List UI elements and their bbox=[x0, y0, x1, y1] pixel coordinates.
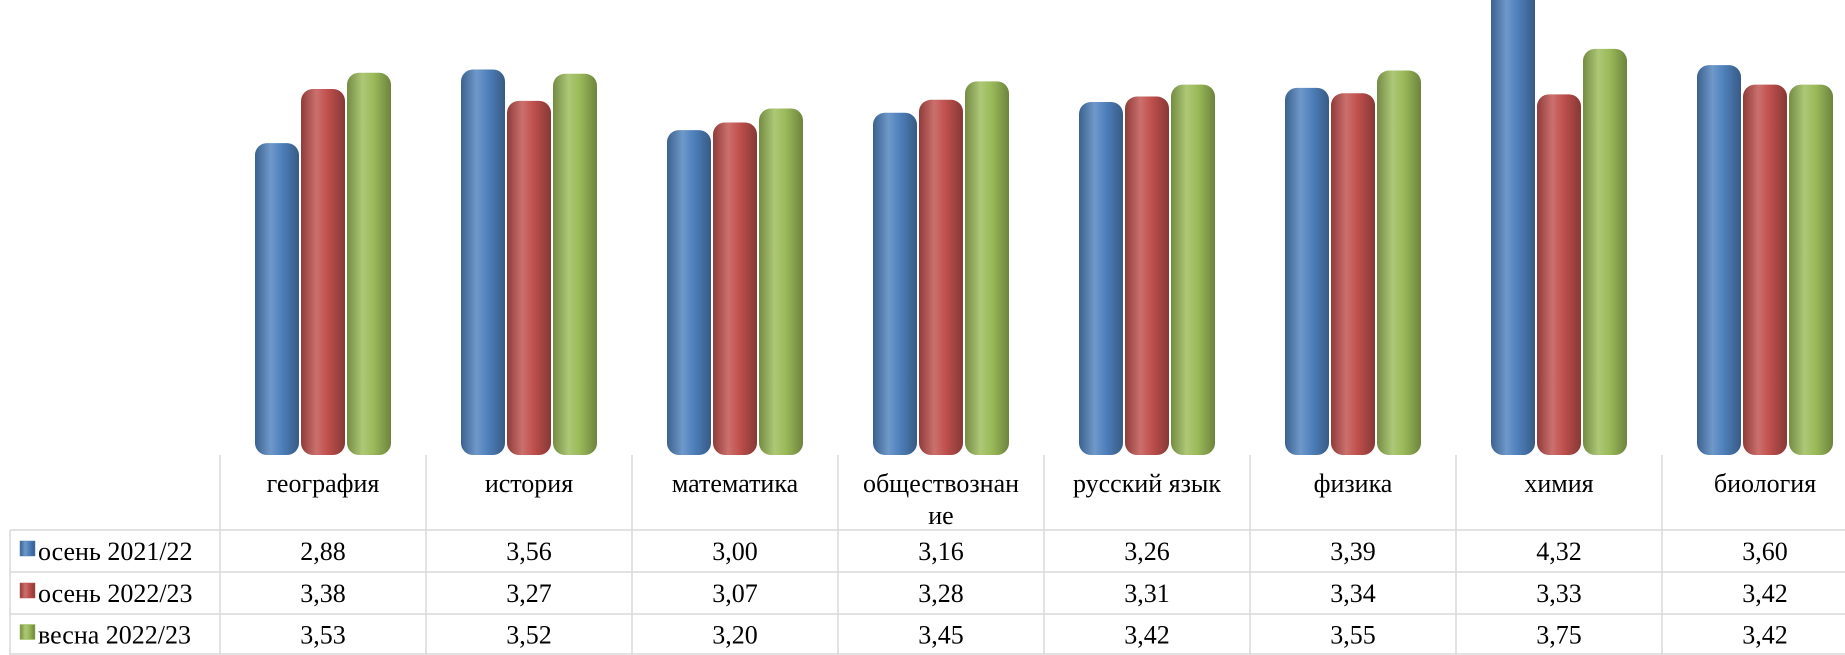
category-label-6-line-1: физика bbox=[1314, 469, 1393, 498]
bar-2-5 bbox=[1125, 96, 1169, 455]
bar-2-4 bbox=[919, 99, 963, 455]
data-label-2-8: 3,42 bbox=[1742, 579, 1788, 608]
bar-3-5 bbox=[1171, 84, 1215, 455]
category-label-7-line-1: химия bbox=[1524, 469, 1593, 498]
data-label-1-6: 3,39 bbox=[1330, 537, 1376, 566]
series-name-3: весна 2022/23 bbox=[38, 621, 191, 650]
bar-3-8 bbox=[1789, 84, 1833, 455]
data-label-3-2: 3,52 bbox=[506, 621, 552, 650]
data-label-2-4: 3,28 bbox=[918, 579, 964, 608]
data-label-1-2: 3,56 bbox=[506, 537, 552, 566]
data-label-3-7: 3,75 bbox=[1536, 621, 1582, 650]
legend-key-1 bbox=[19, 540, 36, 557]
data-label-3-3: 3,20 bbox=[712, 621, 758, 650]
bar-1-4 bbox=[873, 112, 917, 455]
bar-2-7 bbox=[1537, 94, 1581, 456]
category-label-4-line-1: обществознан bbox=[863, 469, 1019, 498]
data-label-1-1: 2,88 bbox=[300, 537, 346, 566]
data-label-3-8: 3,42 bbox=[1742, 621, 1788, 650]
bar-2-6 bbox=[1331, 93, 1375, 455]
data-label-3-6: 3,55 bbox=[1330, 621, 1376, 650]
category-label-5-line-1: русский язык bbox=[1073, 469, 1221, 498]
data-label-2-6: 3,34 bbox=[1330, 579, 1376, 608]
bar-1-5 bbox=[1079, 101, 1123, 455]
category-label-2-line-1: история bbox=[485, 469, 573, 498]
bar-2-3 bbox=[713, 122, 757, 456]
data-label-2-3: 3,07 bbox=[712, 579, 758, 608]
series-name-1: осень 2021/22 bbox=[38, 537, 193, 566]
category-label-8-line-1: биология bbox=[1714, 469, 1816, 498]
bar-1-1 bbox=[255, 143, 299, 455]
bar-1-8 bbox=[1697, 65, 1741, 456]
bar-3-1 bbox=[347, 72, 391, 456]
data-label-1-5: 3,26 bbox=[1124, 537, 1170, 566]
data-label-1-3: 3,00 bbox=[712, 537, 758, 566]
bar-2-8 bbox=[1743, 84, 1787, 455]
bar-3-2 bbox=[553, 73, 597, 455]
bar-3-4 bbox=[965, 81, 1009, 456]
data-label-2-1: 3,38 bbox=[300, 579, 346, 608]
data-table: география история математика обществознан ие… bbox=[9, 455, 1845, 655]
data-label-1-4: 3,16 bbox=[918, 537, 964, 566]
data-label-2-7: 3,33 bbox=[1536, 579, 1582, 608]
data-label-1-8: 3,60 bbox=[1742, 537, 1788, 566]
category-label-1-line-1: география bbox=[267, 469, 380, 498]
legend-key-3 bbox=[19, 624, 36, 640]
data-label-1-7: 4,32 bbox=[1536, 537, 1582, 566]
data-label-3-5: 3,42 bbox=[1124, 621, 1170, 650]
category-label-4-line-2: ие bbox=[928, 501, 953, 530]
bar-2-1 bbox=[301, 88, 345, 456]
legend-key-2 bbox=[19, 582, 36, 599]
bar-1-7 bbox=[1491, 0, 1535, 455]
data-label-2-2: 3,27 bbox=[506, 579, 552, 608]
data-label-3-4: 3,45 bbox=[918, 621, 964, 650]
bar-3-6 bbox=[1377, 70, 1421, 455]
bar-2-2 bbox=[507, 100, 551, 455]
series-name-2: осень 2022/23 bbox=[38, 579, 193, 608]
bar-1-3 bbox=[667, 130, 711, 455]
bar-3-3 bbox=[759, 108, 803, 455]
data-label-2-5: 3,31 bbox=[1124, 579, 1170, 608]
data-label-3-1: 3,53 bbox=[300, 621, 346, 650]
bar-3-7 bbox=[1583, 48, 1627, 455]
bar-1-2 bbox=[461, 69, 505, 456]
bar-1-6 bbox=[1285, 87, 1329, 455]
bars-layer bbox=[255, 0, 1833, 456]
category-label-3-line-1: математика bbox=[672, 469, 799, 498]
